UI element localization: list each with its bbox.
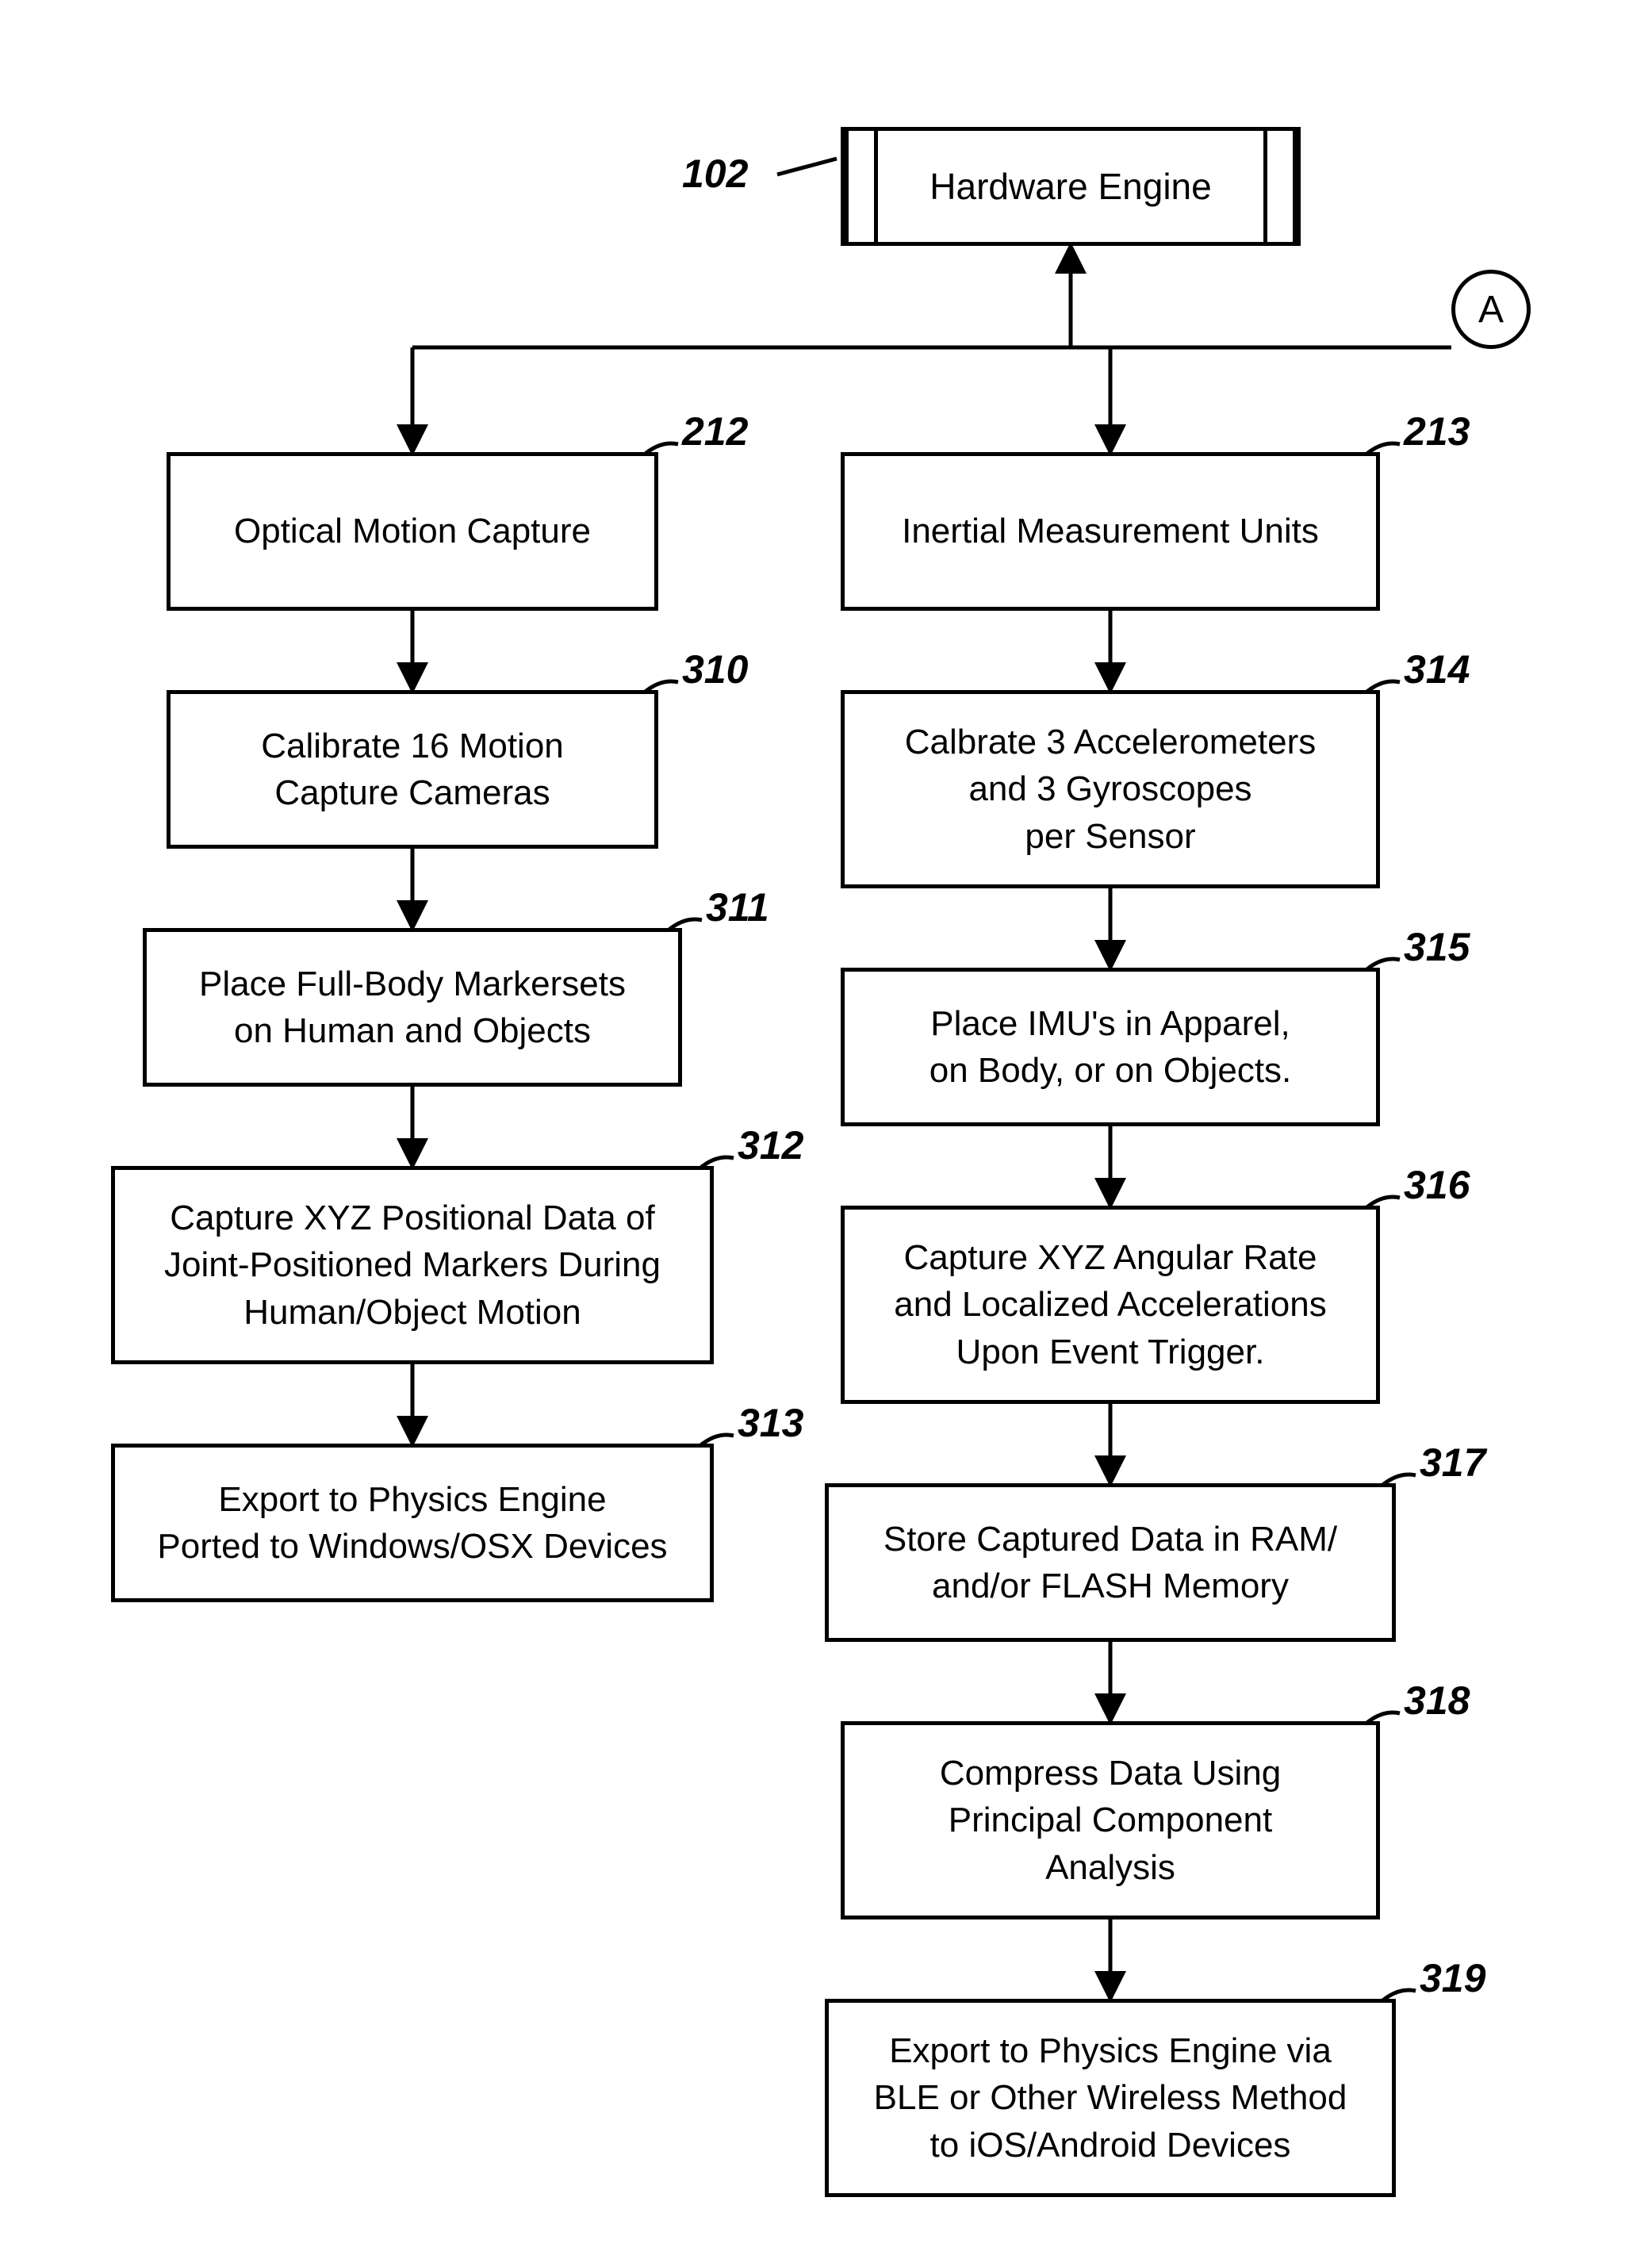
flow-node-310: Calibrate 16 Motion Capture Cameras [167, 690, 658, 849]
flow-node-212: Optical Motion Capture [167, 452, 658, 611]
flow-node-317: Store Captured Data in RAM/ and/or FLASH… [825, 1483, 1396, 1642]
ref-label-212: 212 [682, 408, 748, 454]
ref-label-313: 313 [738, 1400, 803, 1446]
flow-node-318: Compress Data Using Principal Component … [841, 1721, 1380, 1919]
ref-label-310: 310 [682, 646, 748, 692]
flow-node-text: Capture XYZ Angular Rate and Localized A… [894, 1234, 1326, 1375]
flow-node-312: Capture XYZ Positional Data of Joint-Pos… [111, 1166, 714, 1364]
flow-node-315: Place IMU's in Apparel, on Body, or on O… [841, 968, 1380, 1126]
flow-node-text: Export to Physics Engine via BLE or Othe… [874, 2027, 1347, 2169]
flow-node-319: Export to Physics Engine via BLE or Othe… [825, 1999, 1396, 2197]
ref-label-312: 312 [738, 1122, 803, 1168]
connector-a-label: A [1478, 288, 1504, 332]
flow-node-text: Calibrate 16 Motion Capture Cameras [261, 723, 564, 817]
ref-label-318: 318 [1404, 1678, 1470, 1724]
flow-node-text: Calbrate 3 Accelerometers and 3 Gyroscop… [905, 719, 1316, 860]
flow-node-text: Optical Motion Capture [234, 508, 591, 554]
ref-label-317: 317 [1420, 1440, 1485, 1486]
ref-label-102: 102 [682, 151, 748, 197]
flow-node-text: Place IMU's in Apparel, on Body, or on O… [929, 1000, 1292, 1095]
ref-label-316: 316 [1404, 1162, 1470, 1208]
flow-node-text: Compress Data Using Principal Component … [940, 1750, 1281, 1891]
flow-node-314: Calbrate 3 Accelerometers and 3 Gyroscop… [841, 690, 1380, 888]
hardware-engine-box: Hardware Engine [841, 127, 1301, 246]
ref-label-314: 314 [1404, 646, 1470, 692]
flow-node-text: Store Captured Data in RAM/ and/or FLASH… [883, 1516, 1337, 1610]
flow-node-316: Capture XYZ Angular Rate and Localized A… [841, 1206, 1380, 1404]
ref-label-311: 311 [706, 884, 769, 930]
flow-node-text: Capture XYZ Positional Data of Joint-Pos… [164, 1195, 661, 1336]
flow-node-313: Export to Physics Engine Ported to Windo… [111, 1444, 714, 1602]
flow-node-311: Place Full-Body Markersets on Human and … [143, 928, 682, 1087]
ref-label-315: 315 [1404, 924, 1470, 970]
flow-node-text: Place Full-Body Markersets on Human and … [199, 961, 626, 1055]
flowchart-canvas: Hardware Engine 102 A Optical Motion Captur… [0, 0, 1652, 2255]
hardware-engine-label: Hardware Engine [929, 165, 1211, 208]
ref-label-319: 319 [1420, 1955, 1485, 2001]
connector-a: A [1451, 270, 1531, 349]
flow-node-text: Inertial Measurement Units [902, 508, 1319, 554]
flow-node-text: Export to Physics Engine Ported to Windo… [157, 1476, 667, 1570]
flow-node-213: Inertial Measurement Units [841, 452, 1380, 611]
ref-label-213: 213 [1404, 408, 1470, 454]
